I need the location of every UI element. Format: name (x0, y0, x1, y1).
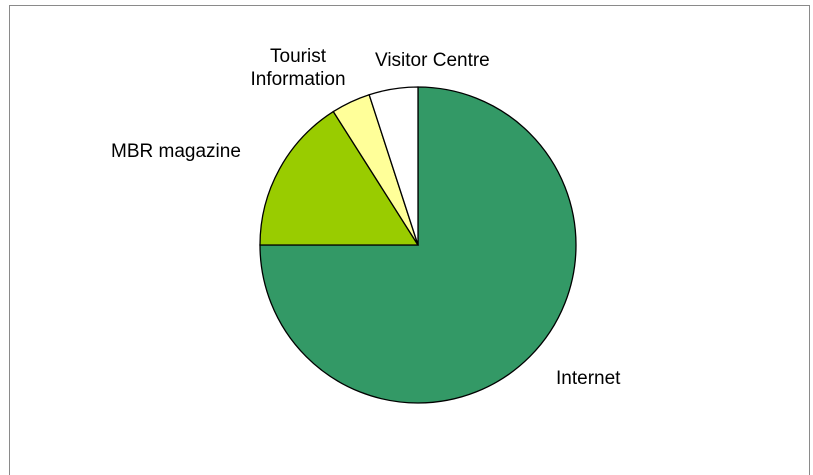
slice-label-internet: Internet (556, 368, 621, 389)
slice-label-visitor-centre: Visitor Centre (375, 50, 490, 71)
pie-slice-visitor-centre (368, 86, 419, 246)
chart-area (9, 5, 810, 475)
slice-label-tourist-information: Tourist Information (250, 46, 346, 90)
pie-slice-mbr-magazine (259, 110, 420, 246)
slice-label-mbr-magazine: MBR magazine (111, 141, 241, 162)
